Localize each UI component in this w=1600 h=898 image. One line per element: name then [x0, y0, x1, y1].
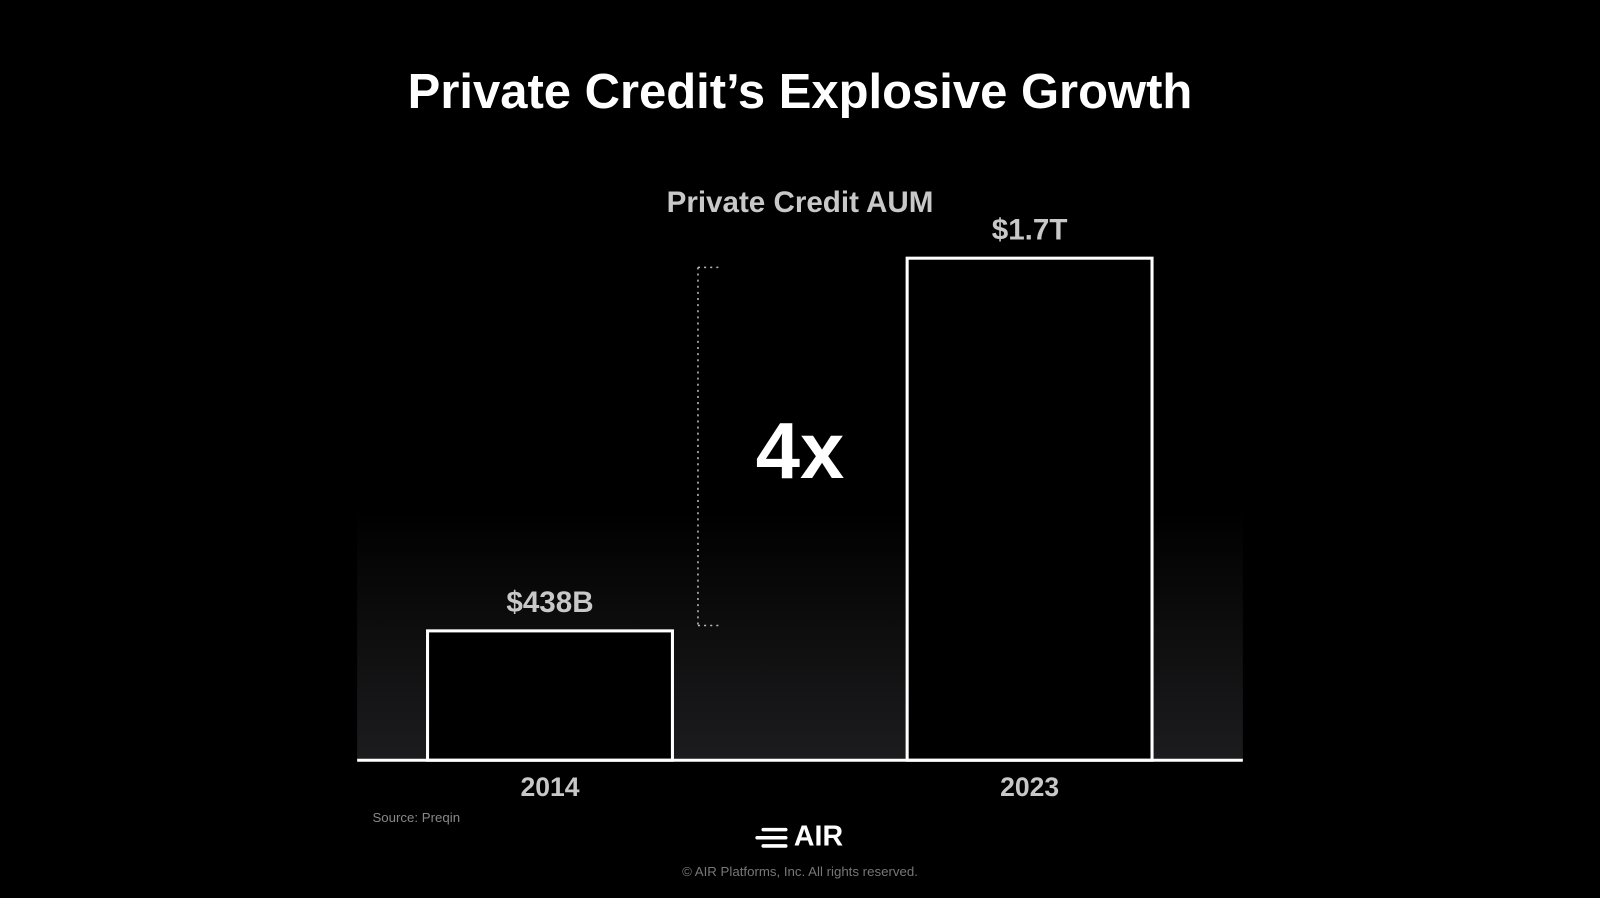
bar	[905, 256, 1154, 762]
logo-text: AIR	[794, 820, 844, 852]
growth-annotation: 4x	[756, 406, 845, 495]
x-tick-label: 2023	[1000, 772, 1059, 802]
source-note: Source: Preqin	[372, 810, 460, 825]
chart-subtitle: Private Credit AUM	[667, 186, 934, 219]
chart-title: Private Credit’s Explosive Growth	[408, 65, 1193, 119]
x-tick-label: 2014	[521, 772, 580, 802]
value-label: $1.7T	[992, 213, 1068, 246]
bar	[426, 629, 674, 762]
copyright: © AIR Platforms, Inc. All rights reserve…	[682, 864, 918, 879]
growth-bracket	[697, 266, 721, 627]
value-label: $438B	[506, 586, 593, 619]
logo-icon	[755, 827, 788, 848]
